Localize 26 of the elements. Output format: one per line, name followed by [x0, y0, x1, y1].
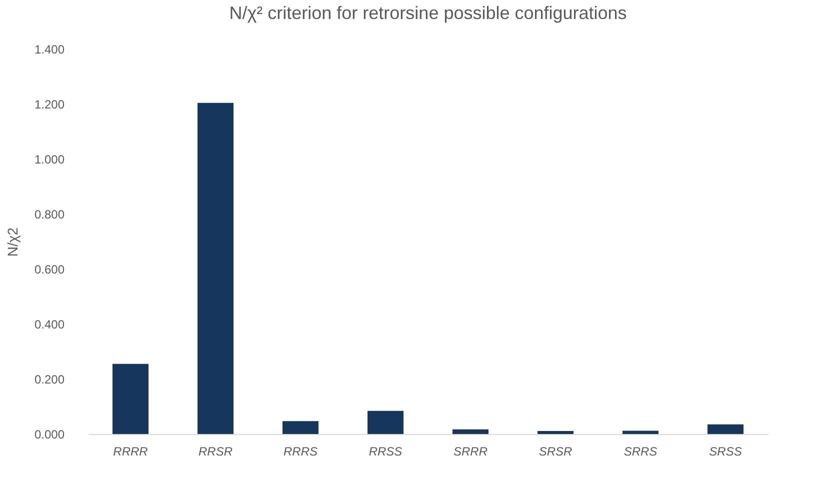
- x-tick-label: SRRS: [624, 444, 658, 458]
- x-tick-label: RRRR: [113, 444, 148, 458]
- bar: [708, 424, 744, 434]
- y-tick-label: 0.000: [34, 428, 65, 442]
- x-tick-label: RRRS: [283, 444, 318, 458]
- bar: [622, 430, 658, 434]
- y-tick-label: 1.400: [34, 42, 65, 56]
- y-tick-label: 0.800: [34, 208, 65, 222]
- y-tick-label: 0.600: [34, 262, 65, 276]
- y-tick-label: 0.200: [34, 372, 65, 386]
- y-tick-label: 1.000: [34, 152, 65, 166]
- bar: [538, 430, 574, 434]
- bar: [282, 421, 318, 434]
- y-tick-label: 1.200: [34, 98, 65, 112]
- y-axis-title: N/χ2: [4, 227, 20, 257]
- x-tick-label: RRSR: [198, 444, 233, 458]
- bar: [112, 364, 148, 434]
- chart-title: N/χ² criterion for retrorsine possible configurations: [229, 3, 627, 23]
- bar: [198, 102, 234, 434]
- x-tick-label: SRSR: [538, 444, 572, 458]
- bar: [368, 410, 404, 434]
- y-tick-label: 0.400: [34, 318, 65, 332]
- x-tick-label: SRRR: [453, 444, 488, 458]
- bar: [452, 429, 488, 434]
- x-tick-label: RRSS: [368, 444, 402, 458]
- x-tick-label: SRSS: [709, 444, 742, 458]
